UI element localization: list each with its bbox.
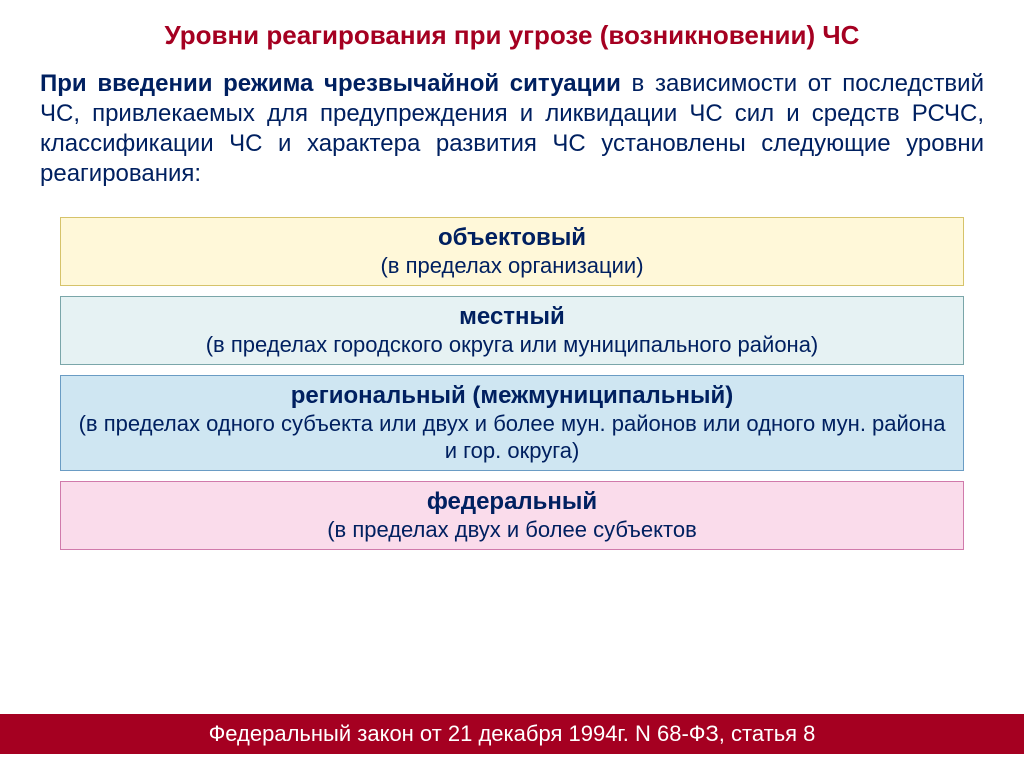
levels-container: объектовый (в пределах организации) мест… bbox=[40, 217, 984, 550]
slide: Уровни реагирования при угрозе (возникно… bbox=[0, 0, 1024, 768]
level-box-regional: региональный (межмуниципальный) (в преде… bbox=[60, 375, 964, 471]
level-title: федеральный bbox=[71, 488, 953, 517]
level-title: объектовый bbox=[71, 224, 953, 253]
footer-citation: Федеральный закон от 21 декабря 1994г. N… bbox=[0, 714, 1024, 754]
level-subtitle: (в пределах организации) bbox=[71, 253, 953, 279]
level-title: региональный (межмуниципальный) bbox=[71, 382, 953, 411]
level-subtitle: (в пределах одного субъекта или двух и б… bbox=[71, 411, 953, 464]
intro-lead: При введении режима чрезвычайной ситуаци… bbox=[40, 70, 621, 97]
intro-paragraph: При введении режима чрезвычайной ситуаци… bbox=[40, 69, 984, 189]
level-subtitle: (в пределах двух и более субъектов bbox=[71, 517, 953, 543]
level-box-local: местный (в пределах городского округа ил… bbox=[60, 296, 964, 365]
level-box-object: объектовый (в пределах организации) bbox=[60, 217, 964, 286]
slide-title: Уровни реагирования при угрозе (возникно… bbox=[40, 20, 984, 51]
level-subtitle: (в пределах городского округа или муници… bbox=[71, 332, 953, 358]
level-box-federal: федеральный (в пределах двух и более суб… bbox=[60, 481, 964, 550]
level-title: местный bbox=[71, 303, 953, 332]
